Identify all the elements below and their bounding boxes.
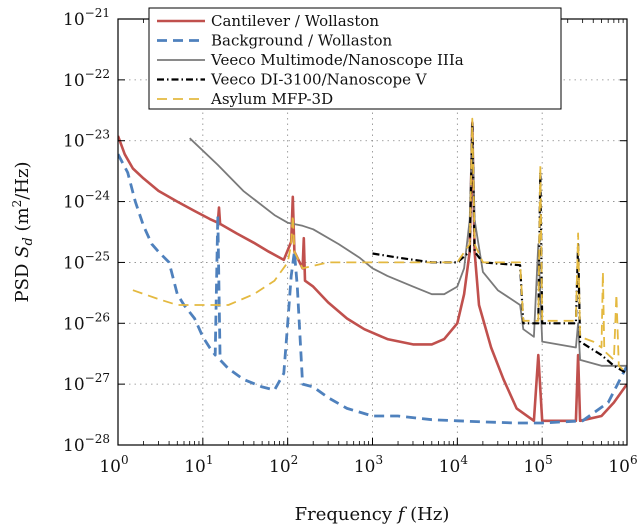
legend-label: Cantilever / Wollaston <box>211 12 379 30</box>
y-tick-label: 10−26 <box>63 310 110 334</box>
x-tick-label: 102 <box>269 453 298 477</box>
x-tick-label: 101 <box>184 453 213 477</box>
x-tick-label: 106 <box>608 453 637 477</box>
legend-label: Background / Wollaston <box>211 32 392 50</box>
x-tick-label: 104 <box>439 453 469 477</box>
legend-label: Veeco Multimode/Nanoscope IIIa <box>210 51 464 69</box>
y-axis-label: PSD Sd (m2/Hz) <box>10 161 36 302</box>
x-tick-label: 105 <box>524 453 553 477</box>
y-tick-labels: 10−28 10−27 10−26 10−25 10−24 10−23 10−22 10−21 <box>63 6 110 456</box>
legend-label: Veeco DI-3100/Nanoscope V <box>210 71 428 89</box>
legend-box <box>148 7 562 110</box>
y-tick-label: 10−21 <box>63 6 110 30</box>
y-tick-label: 10−23 <box>63 128 110 152</box>
series-line-5 <box>132 117 627 375</box>
x-axis-label: Frequency f (Hz) <box>295 504 450 525</box>
series-line-2 <box>118 153 627 425</box>
series-line-1 <box>118 121 627 423</box>
series-line-3 <box>189 121 627 367</box>
y-tick-label: 10−24 <box>63 189 110 213</box>
legend: Cantilever / Wollaston Background / Wolla… <box>148 7 562 110</box>
x-tick-label: 103 <box>354 453 383 477</box>
series-layer <box>118 117 627 425</box>
y-tick-label: 10−25 <box>63 249 110 273</box>
x-tick-labels: 100 101 102 103 104 105 106 <box>99 453 637 477</box>
y-tick-label: 10−27 <box>63 371 110 395</box>
legend-label: Asylum MFP-3D <box>210 90 333 108</box>
y-tick-label: 10−22 <box>63 67 110 91</box>
x-tick-label: 100 <box>99 453 128 477</box>
y-tick-label: 10−28 <box>63 432 110 456</box>
